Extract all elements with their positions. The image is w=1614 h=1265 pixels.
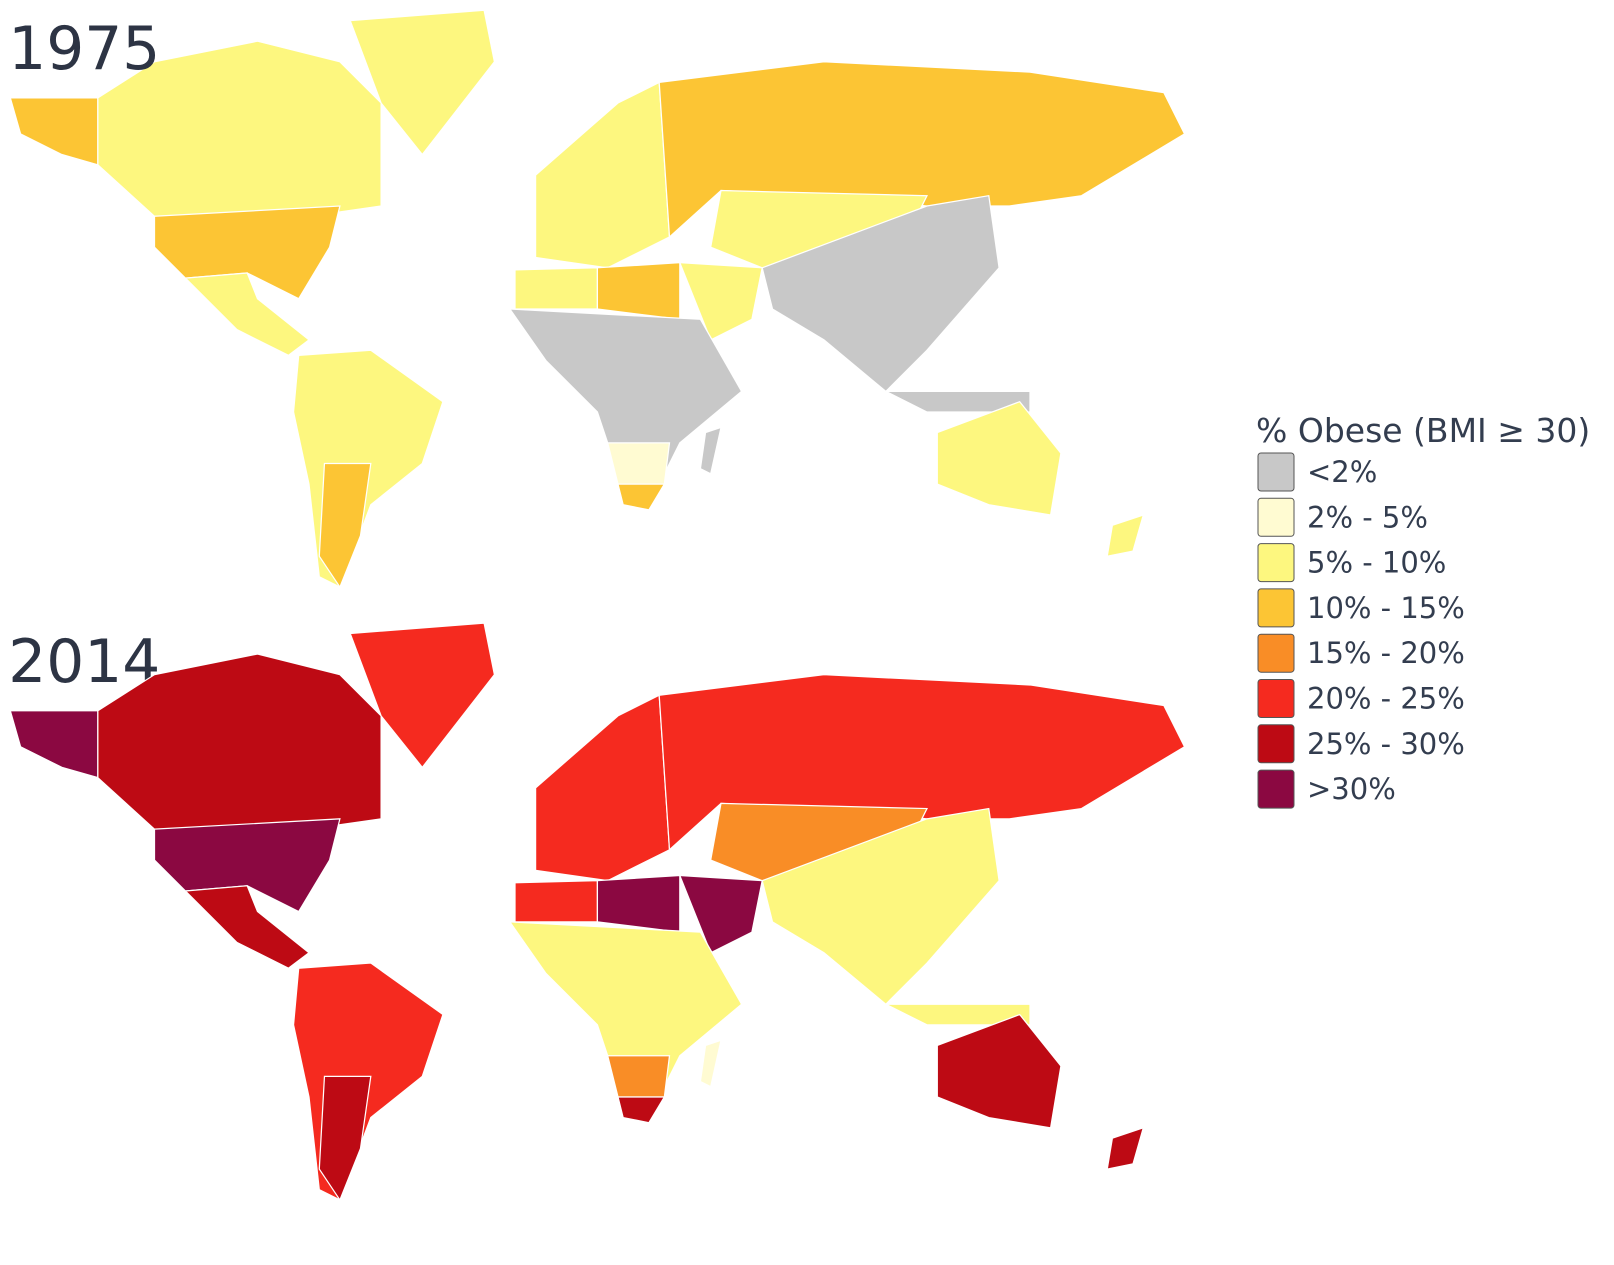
- region: [1106, 1126, 1145, 1170]
- region: [596, 874, 681, 933]
- region: [678, 874, 763, 954]
- legend-swatch: [1257, 633, 1295, 673]
- legend-title: % Obese (BMI ≥ 30): [1256, 411, 1590, 450]
- region: [514, 880, 599, 923]
- legend-swatch: [1257, 769, 1295, 809]
- region: [318, 462, 372, 589]
- region: [699, 1039, 722, 1088]
- region: [617, 483, 666, 511]
- region: [318, 1075, 372, 1202]
- region: [9, 710, 99, 779]
- region: [936, 1013, 1062, 1129]
- region: [678, 261, 763, 341]
- legend-label: 2% - 5%: [1307, 500, 1428, 534]
- map-year: 2014: [8, 628, 160, 697]
- region: [153, 818, 341, 913]
- legend-label: <2%: [1307, 455, 1377, 489]
- legend-label: 20% - 25%: [1307, 682, 1465, 716]
- legend-swatch: [1257, 452, 1295, 492]
- region: [184, 885, 311, 969]
- region: [184, 272, 311, 357]
- region: [761, 194, 1000, 393]
- region: [349, 9, 496, 156]
- region: [606, 1055, 671, 1098]
- region: [534, 694, 671, 882]
- region: [606, 442, 671, 485]
- region: [699, 426, 722, 475]
- legend-swatch: [1257, 679, 1295, 718]
- maps: 2014 1975: [8, 9, 1186, 1202]
- region: [761, 807, 1000, 1006]
- region: [9, 97, 99, 166]
- legend-swatch: [1257, 588, 1295, 628]
- region: [97, 40, 382, 217]
- legend-swatch: [1257, 543, 1295, 583]
- region: [1106, 514, 1145, 557]
- legend-label: >30%: [1307, 772, 1396, 806]
- world-map: [9, 622, 1186, 1202]
- legend: <2% 2% - 5% 5% - 10% 10% - 15% 15% - 20% 20% …: [1257, 452, 1465, 809]
- region: [885, 1003, 1031, 1026]
- legend-label: 5% - 10%: [1307, 546, 1446, 580]
- map-year: 1975: [8, 15, 160, 84]
- region: [514, 267, 599, 310]
- region: [97, 653, 382, 830]
- world-map: [9, 9, 1186, 589]
- legend-label: 25% - 30%: [1307, 727, 1465, 761]
- legend-label: 10% - 15%: [1307, 591, 1465, 625]
- legend-swatch: [1257, 497, 1295, 537]
- region: [534, 81, 671, 269]
- region: [936, 400, 1062, 516]
- legend-label: 15% - 20%: [1307, 636, 1465, 670]
- region: [153, 205, 341, 300]
- region: [596, 261, 681, 321]
- legend-swatch: [1257, 724, 1295, 764]
- region: [885, 390, 1031, 413]
- region: [617, 1096, 666, 1124]
- region: [349, 622, 496, 769]
